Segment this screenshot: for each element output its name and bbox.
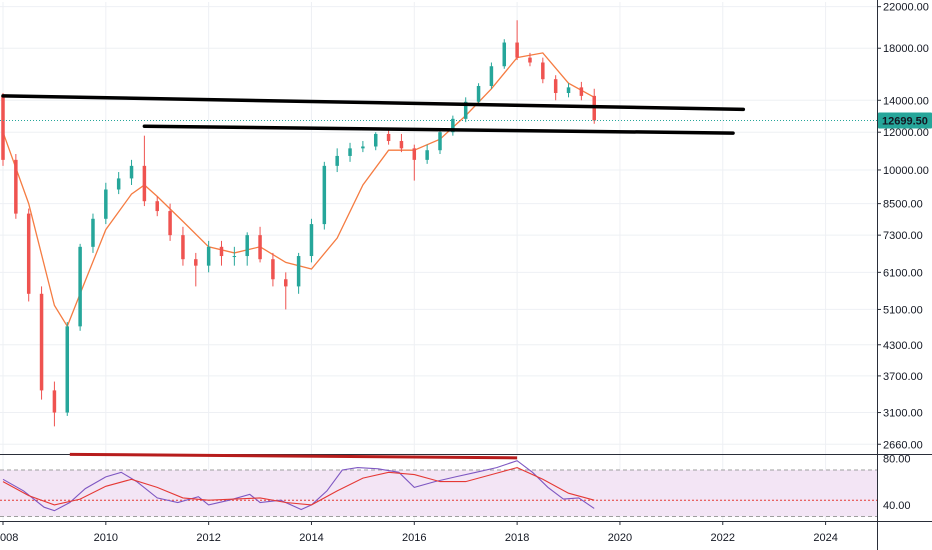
rsi-y-tick-label: 40.00 xyxy=(883,500,911,512)
candle-body xyxy=(425,150,429,160)
candle-body xyxy=(463,101,468,119)
trendline[interactable] xyxy=(142,124,735,135)
candle-body xyxy=(528,57,532,63)
candle-body xyxy=(412,148,417,160)
candle-body xyxy=(219,246,224,257)
y-tick-label: 7300.00 xyxy=(883,230,923,242)
x-tick-label: 2022 xyxy=(711,532,735,544)
candle-body xyxy=(399,141,404,149)
y-tick-label: 3100.00 xyxy=(883,408,923,420)
candle-body xyxy=(335,155,339,166)
candle-body xyxy=(476,85,481,102)
rsi-y-tick-label: 80.00 xyxy=(883,453,911,465)
candle-body xyxy=(206,246,211,266)
rsi-band xyxy=(0,469,877,517)
candle-body xyxy=(489,66,494,86)
y-tick-label: 18000.00 xyxy=(883,43,929,55)
y-tick-label: 8500.00 xyxy=(883,199,923,211)
candle-body xyxy=(52,390,57,413)
candle-body xyxy=(386,133,391,142)
x-tick-label: 2018 xyxy=(505,532,529,544)
candle-body xyxy=(361,146,365,149)
y-tick-label: 14000.00 xyxy=(883,95,929,107)
last-price-badge xyxy=(878,112,932,129)
candle-body xyxy=(296,256,301,287)
y-tick-label: 2660.00 xyxy=(883,439,923,451)
candle-body xyxy=(91,218,95,247)
candle-body xyxy=(451,118,455,133)
candle-body xyxy=(553,79,558,94)
y-tick-label: 5100.00 xyxy=(883,304,923,316)
x-tick-label: 008 xyxy=(0,532,18,544)
rsi-divergence-line[interactable] xyxy=(69,452,518,460)
x-tick-label: 2024 xyxy=(813,532,837,544)
y-tick-label: 3700.00 xyxy=(883,371,923,383)
candle-body xyxy=(155,201,159,212)
y-tick-label: 10000.00 xyxy=(883,165,929,177)
candle-body xyxy=(65,326,70,413)
candle-body xyxy=(142,165,147,202)
candle-body xyxy=(181,235,185,260)
candle-body xyxy=(284,279,288,287)
y-tick-label: 6100.00 xyxy=(883,267,923,279)
candle-body xyxy=(1,95,5,160)
candle-body xyxy=(26,213,31,294)
x-tick-label: 2020 xyxy=(608,532,632,544)
candle-body xyxy=(129,165,134,179)
y-tick-label: 12000.00 xyxy=(883,127,929,139)
rsi-ma-line xyxy=(2,467,595,506)
candle-body xyxy=(271,259,275,280)
x-tick-label: 2014 xyxy=(299,532,323,544)
candle-body xyxy=(502,42,507,67)
candle-body xyxy=(78,246,82,327)
candle-body xyxy=(322,165,327,225)
candle-body xyxy=(348,148,352,156)
y-tick-label: 4300.00 xyxy=(883,340,923,352)
x-tick-label: 2016 xyxy=(402,532,426,544)
candle-body xyxy=(104,189,108,219)
candle-body xyxy=(194,259,198,266)
candle-body xyxy=(309,224,314,257)
candle-body xyxy=(438,132,442,151)
candle-body xyxy=(168,211,172,236)
rsi-line xyxy=(2,460,595,512)
candle-body xyxy=(579,87,584,96)
candle-body xyxy=(566,87,571,94)
candle-body xyxy=(258,235,262,260)
candle-body xyxy=(39,293,44,391)
x-tick-label: 2010 xyxy=(94,532,118,544)
candle-body xyxy=(245,235,249,257)
candle-body xyxy=(116,178,121,190)
candle-body xyxy=(373,133,378,147)
y-tick-label: 22000.00 xyxy=(883,2,929,14)
trendline[interactable] xyxy=(1,94,746,112)
candle-body xyxy=(515,42,519,58)
candle-body xyxy=(541,62,545,80)
last-price-label: 12699.50 xyxy=(882,115,928,127)
candle-body xyxy=(14,159,18,214)
candle-body xyxy=(232,256,237,258)
x-tick-label: 2012 xyxy=(196,532,220,544)
